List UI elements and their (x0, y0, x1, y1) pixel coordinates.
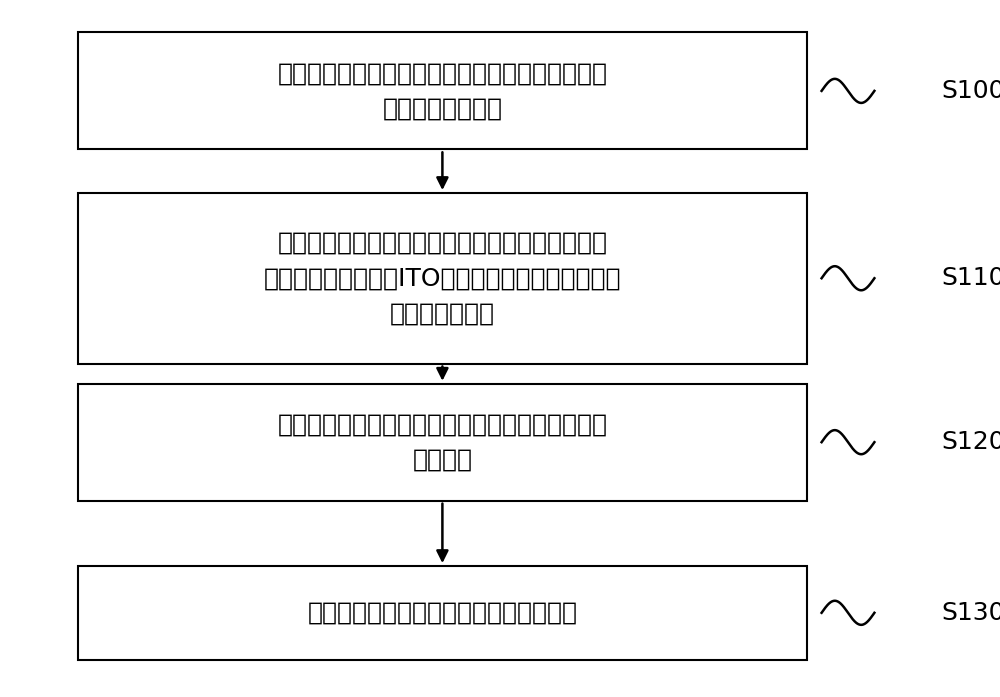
FancyBboxPatch shape (78, 383, 807, 500)
FancyBboxPatch shape (78, 193, 807, 364)
Text: 驱动固化模块照射导电玻璃以固化框胶。: 驱动固化模块照射导电玻璃以固化框胶。 (307, 601, 577, 625)
Text: 驱动震动模块移动至导电玻璃以对导电玻璃施加高
频振荡。: 驱动震动模块移动至导电玻璃以对导电玻璃施加高 频振荡。 (277, 413, 607, 472)
Text: S130: S130 (942, 601, 1000, 625)
Text: 驱动调节机构调整容置区域的范围，以放置导电玻
璃，导电玻璃设置有ITO膜层的一面和芯片设置有框
胶的一面贴合。: 驱动调节机构调整容置区域的范围，以放置导电玻 璃，导电玻璃设置有ITO膜层的一面… (264, 231, 621, 325)
Text: S100: S100 (942, 79, 1000, 103)
Text: 控制吸附平台吸附固定芯片，芯片设置有框胶的一
面远离吸附平台。: 控制吸附平台吸附固定芯片，芯片设置有框胶的一 面远离吸附平台。 (277, 61, 607, 121)
FancyBboxPatch shape (78, 566, 807, 659)
Text: S110: S110 (942, 266, 1000, 290)
FancyBboxPatch shape (78, 32, 807, 149)
Text: S120: S120 (942, 430, 1000, 454)
